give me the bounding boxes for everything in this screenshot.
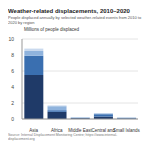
- html-text:Weather-related displacements,: Weather-related displacements, 2010–2020: [8, 8, 130, 14]
- html-text:Source: Internal Displacement: Source: Internal Displacement Monitoring…: [8, 133, 118, 141]
- svg-text:Middle East: Middle East: [68, 128, 92, 133]
- svg-text:Africa: Africa: [51, 128, 63, 133]
- html-text:People displaced annually by s: People displaced annually by selected we…: [8, 15, 142, 25]
- svg-text:Small Islands: Small Islands: [113, 128, 141, 133]
- html-text:Millions of people displaced: Millions of people displaced: [24, 27, 79, 32]
- svg-text:2: 2: [11, 100, 14, 106]
- svg-text:4: 4: [11, 84, 14, 90]
- svg-text:Asia: Asia: [29, 128, 38, 133]
- svg-text:0: 0: [11, 116, 14, 122]
- svg-text:6: 6: [11, 68, 14, 74]
- svg-text:8: 8: [11, 52, 14, 58]
- svg-text:10: 10: [8, 36, 14, 42]
